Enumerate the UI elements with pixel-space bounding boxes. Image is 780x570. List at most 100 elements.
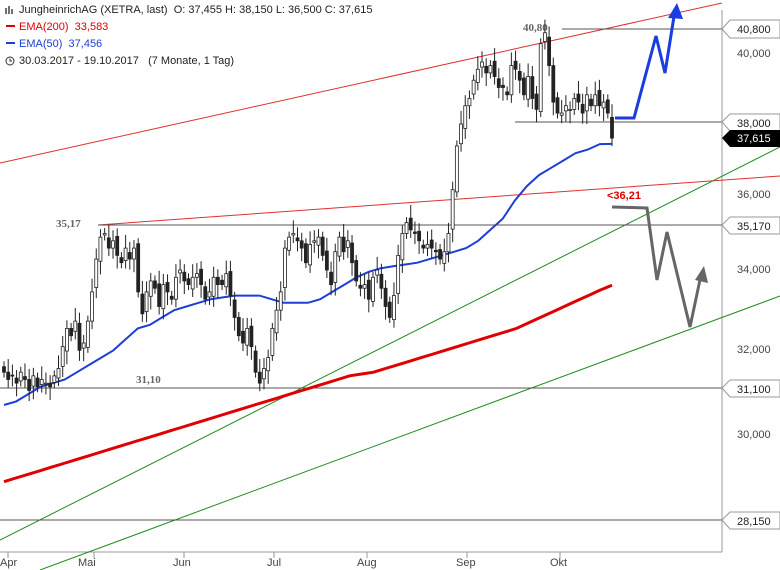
candle-body bbox=[111, 240, 115, 249]
candle-body bbox=[274, 309, 279, 334]
candle-body bbox=[605, 99, 610, 114]
candle-body bbox=[98, 236, 103, 262]
price-tag-label: 28,150 bbox=[737, 516, 771, 528]
ema50-swatch bbox=[6, 41, 15, 44]
candle-body bbox=[2, 366, 6, 373]
candle-body bbox=[555, 97, 560, 114]
candle-body bbox=[467, 98, 472, 107]
chart-title-row: JungheinrichAG (XETRA, last) O: 37,455 H… bbox=[5, 2, 372, 18]
candle-body bbox=[295, 237, 300, 242]
level-label-31-10: 31,10 bbox=[136, 374, 161, 386]
candle-body bbox=[366, 279, 371, 300]
ema200-line bbox=[3, 283, 613, 484]
candle-body bbox=[224, 273, 229, 288]
candle-body bbox=[576, 93, 581, 103]
ema50-legend: EMA(50) 37,456 bbox=[5, 36, 102, 52]
candle-body bbox=[90, 291, 94, 322]
candle-body bbox=[463, 105, 468, 129]
price-tag-35170 bbox=[721, 216, 780, 235]
candle-body bbox=[429, 239, 434, 249]
candle-body bbox=[387, 301, 392, 318]
level-label-35-17: 35,17 bbox=[56, 218, 81, 230]
ema50-label: EMA(50) bbox=[19, 38, 63, 50]
candle-body bbox=[14, 377, 19, 384]
candle-body bbox=[509, 65, 514, 96]
candle-body bbox=[337, 236, 342, 257]
candle-body bbox=[165, 282, 170, 293]
candle-body bbox=[52, 375, 57, 383]
candle-body bbox=[396, 254, 401, 294]
candle-body bbox=[211, 276, 216, 297]
candle-body bbox=[383, 287, 388, 307]
candle-body bbox=[304, 243, 308, 264]
x-tick: Jun bbox=[173, 557, 191, 569]
candle-body bbox=[283, 247, 287, 288]
y-tick: 34,000 bbox=[737, 264, 771, 276]
candle-body bbox=[333, 251, 338, 283]
candle-body bbox=[144, 291, 149, 313]
bearish-arrowhead-icon bbox=[695, 266, 708, 283]
ema200-legend: EMA(200) 33,583 bbox=[5, 19, 108, 35]
axis-price-tags: 40,800 38,000 37,615 35,170 31,100 28,15… bbox=[721, 19, 780, 530]
x-tick: Sep bbox=[456, 557, 476, 569]
candle-body bbox=[538, 43, 543, 112]
candle-body bbox=[513, 60, 518, 70]
candle-body bbox=[316, 236, 321, 246]
ema50-value: 37,456 bbox=[68, 38, 103, 50]
candle-body bbox=[207, 291, 212, 298]
candle-body bbox=[308, 244, 312, 266]
candle-body bbox=[610, 117, 614, 139]
candle-body bbox=[186, 278, 191, 286]
clock-icon bbox=[5, 56, 15, 66]
y-tick: 32,000 bbox=[737, 344, 771, 356]
candle-body bbox=[85, 320, 90, 348]
candle-body bbox=[580, 103, 585, 114]
last-price-tag bbox=[722, 130, 780, 147]
candle-body bbox=[106, 237, 111, 249]
candle-body bbox=[404, 222, 409, 234]
candle-body bbox=[345, 240, 350, 248]
candle-body bbox=[102, 233, 107, 236]
y-tick: 36,000 bbox=[737, 189, 771, 201]
upper-green-trend-line bbox=[0, 146, 780, 541]
candle-body bbox=[438, 249, 442, 260]
candle-body bbox=[547, 36, 552, 67]
candle-body bbox=[232, 299, 237, 318]
candle-body bbox=[358, 284, 363, 289]
ema200-label: EMA(200) bbox=[19, 21, 69, 33]
candle-body bbox=[501, 84, 505, 88]
candle-body bbox=[190, 276, 195, 290]
candle-body bbox=[446, 233, 451, 253]
date-range-row: 30.03.2017 - 19.10.2017 (7 Monate, 1 Tag… bbox=[5, 53, 234, 69]
candle-body bbox=[278, 291, 283, 311]
candle-body bbox=[375, 269, 380, 276]
candle-body bbox=[56, 368, 61, 379]
candle-body bbox=[39, 379, 44, 386]
candle-body bbox=[392, 295, 396, 321]
candle-body bbox=[362, 284, 367, 289]
candle-body bbox=[136, 243, 141, 293]
price-tag-label: 31,100 bbox=[737, 384, 771, 396]
candle-body bbox=[215, 276, 220, 285]
candle-body bbox=[119, 257, 124, 264]
candle-body bbox=[161, 284, 166, 310]
candle-body bbox=[182, 271, 187, 282]
candle-body bbox=[18, 371, 23, 382]
candle-body bbox=[157, 283, 162, 307]
candle-body bbox=[203, 286, 208, 300]
candle-body bbox=[413, 231, 417, 234]
price-tag-38000 bbox=[721, 113, 780, 132]
candle-body bbox=[450, 189, 455, 230]
ohlc-values: O: 37,455 H: 38,150 L: 36,500 C: 37,615 bbox=[173, 4, 373, 16]
candle-body bbox=[123, 247, 128, 261]
candle-body bbox=[220, 279, 224, 286]
candle-body bbox=[140, 293, 145, 315]
candle-body bbox=[10, 374, 15, 377]
candle-body bbox=[568, 109, 572, 111]
x-axis bbox=[7, 552, 561, 558]
candle-body bbox=[169, 295, 174, 300]
candle-body bbox=[475, 68, 480, 83]
chart-title: JungheinrichAG (XETRA, last) bbox=[19, 4, 168, 16]
candle-body bbox=[350, 242, 354, 264]
